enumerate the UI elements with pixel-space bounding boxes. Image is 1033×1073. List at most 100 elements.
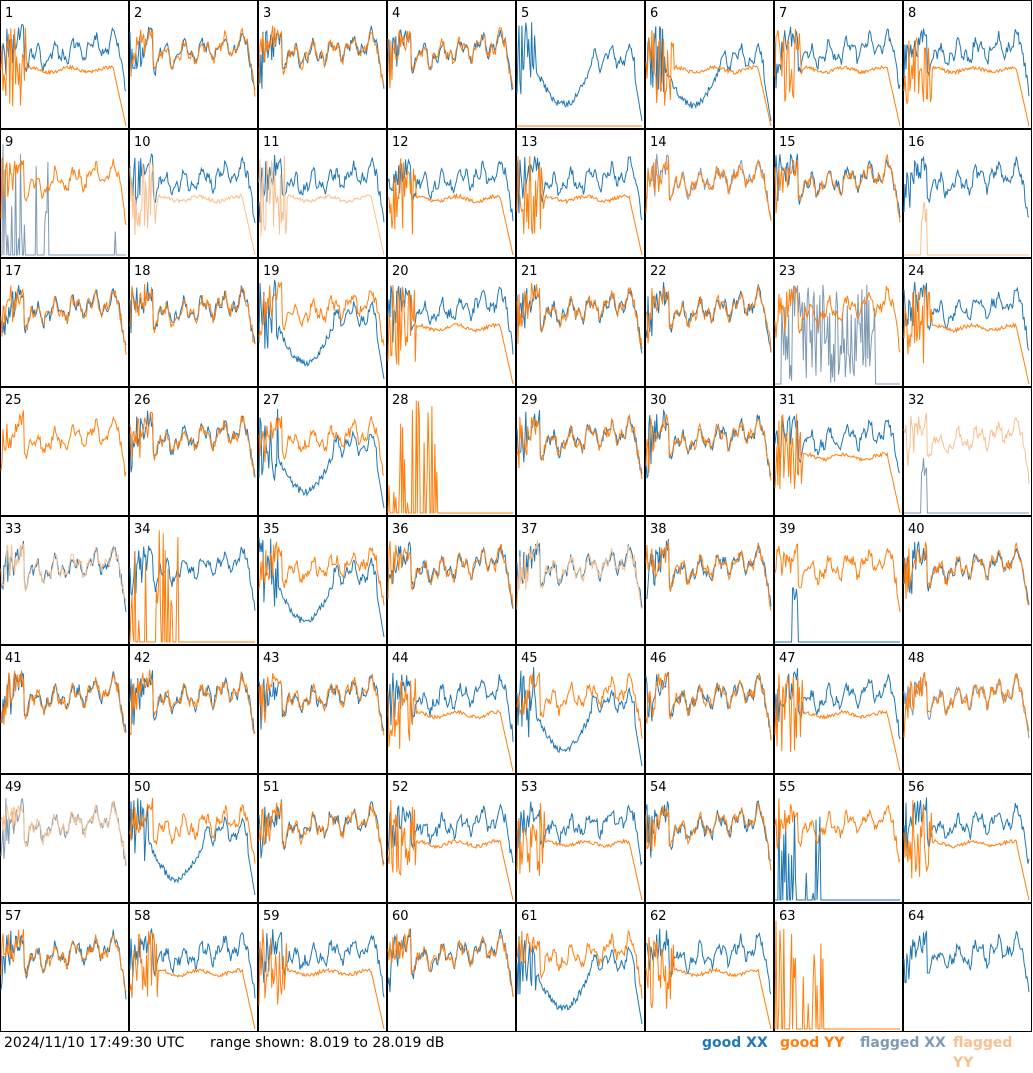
panel-3: 3 — [258, 0, 387, 129]
series-yy-46 — [645, 670, 772, 741]
series-xx-5 — [516, 22, 643, 122]
panel-frame — [774, 0, 903, 129]
panel-15: 15 — [774, 129, 903, 258]
series-yy-10 — [129, 160, 256, 256]
series-xx-1 — [0, 23, 127, 92]
panel-36: 36 — [387, 516, 516, 645]
panel-frame — [903, 387, 1032, 516]
panel-label: 39 — [779, 522, 796, 537]
series-xx-52 — [387, 803, 514, 863]
panel-label: 63 — [779, 909, 796, 924]
series-xx-35 — [258, 537, 385, 638]
panel-label: 11 — [263, 135, 280, 150]
panel-label: 61 — [521, 909, 538, 924]
panel-63: 63 — [774, 903, 903, 1032]
legend-flagged-yy: flagged YY — [953, 1035, 1013, 1071]
panel-label: 43 — [263, 651, 280, 666]
panel-frame — [387, 258, 516, 387]
panel-37: 37 — [516, 516, 645, 645]
panel-44: 44 — [387, 645, 516, 774]
series-yy-23 — [774, 285, 901, 353]
series-yy-59 — [258, 929, 385, 1030]
panel-6: 6 — [645, 0, 774, 129]
series-yy-34 — [129, 530, 255, 643]
series-yy-3 — [258, 25, 385, 86]
legend-good-yy: good YY — [780, 1035, 845, 1051]
panel-label: 44 — [392, 651, 409, 666]
series-xx-62 — [645, 928, 772, 995]
series-yy-52 — [387, 799, 514, 901]
panel-frame — [645, 0, 774, 129]
panel-48: 48 — [903, 645, 1032, 774]
panel-29: 29 — [516, 387, 645, 516]
series-yy-43 — [258, 672, 385, 736]
series-yy-51 — [258, 800, 385, 866]
series-yy-28 — [387, 400, 513, 514]
panel-5: 5 — [516, 0, 645, 129]
panel-frame — [387, 129, 516, 258]
panel-47: 47 — [774, 645, 903, 774]
panel-frame — [516, 516, 645, 645]
panel-frame — [516, 387, 645, 516]
series-yy-32 — [903, 412, 1030, 485]
panel-34: 34 — [129, 516, 258, 645]
panel-frame — [903, 645, 1032, 774]
panel-label: 21 — [521, 264, 538, 279]
panel-31: 31 — [774, 387, 903, 516]
series-yy-37 — [516, 539, 643, 610]
panel-label: 58 — [134, 909, 151, 924]
panel-46: 46 — [645, 645, 774, 774]
series-yy-21 — [516, 283, 643, 350]
series-xx-13 — [516, 156, 643, 221]
panel-2: 2 — [129, 0, 258, 129]
series-xx-16 — [903, 156, 1030, 218]
panel-8: 8 — [903, 0, 1032, 129]
footer: 2024/11/10 17:49:30 UTC range shown: 8.0… — [0, 1033, 1033, 1071]
panel-30: 30 — [645, 387, 774, 516]
series-yy-44 — [387, 678, 514, 772]
panel-label: 38 — [650, 522, 667, 537]
panel-frame — [516, 645, 645, 774]
series-yy-58 — [129, 931, 256, 1030]
panel-39: 39 — [774, 516, 903, 645]
panel-frame — [0, 387, 129, 516]
series-xx-58 — [129, 928, 256, 999]
series-xx-39 — [775, 587, 900, 643]
panel-28: 28 — [387, 387, 516, 516]
series-yy-15 — [774, 153, 901, 223]
series-xx-64 — [903, 930, 1030, 993]
series-yy-20 — [387, 284, 514, 385]
panel-label: 52 — [392, 780, 409, 795]
panel-label: 23 — [779, 264, 796, 279]
series-xx-47 — [774, 668, 901, 740]
panel-50: 50 — [129, 774, 258, 903]
series-xx-59 — [258, 929, 385, 998]
panel-55: 55 — [774, 774, 903, 903]
panel-7: 7 — [774, 0, 903, 129]
series-yy-26 — [129, 411, 256, 477]
panel-frame — [258, 0, 387, 129]
panel-label: 22 — [650, 264, 667, 279]
series-yy-1 — [0, 27, 127, 127]
panel-frame — [0, 645, 129, 774]
panel-label: 18 — [134, 264, 151, 279]
series-yy-35 — [258, 541, 385, 606]
panel-59: 59 — [258, 903, 387, 1032]
timestamp: 2024/11/10 17:49:30 UTC — [4, 1035, 185, 1051]
panel-frame — [516, 903, 645, 1032]
panel-label: 25 — [5, 393, 22, 408]
panel-label: 45 — [521, 651, 538, 666]
panel-label: 7 — [779, 6, 787, 21]
panel-label: 49 — [5, 780, 22, 795]
panel-frame — [645, 645, 774, 774]
panel-frame — [903, 516, 1032, 645]
panel-frame — [129, 645, 258, 774]
panel-14: 14 — [645, 129, 774, 258]
series-yy-17 — [0, 285, 127, 355]
series-yy-7 — [774, 28, 901, 127]
panel-label: 15 — [779, 135, 796, 150]
panel-label: 60 — [392, 909, 409, 924]
panel-label: 50 — [134, 780, 151, 795]
panel-54: 54 — [645, 774, 774, 903]
